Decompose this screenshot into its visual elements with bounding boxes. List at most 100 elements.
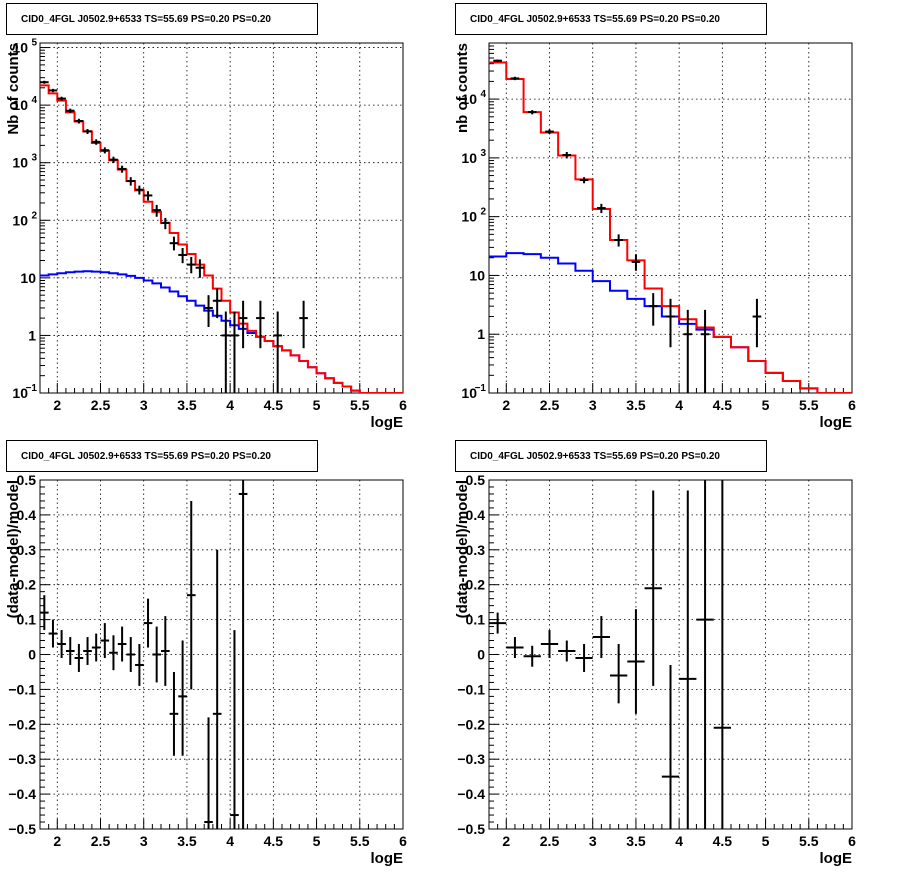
x-axis-label: logE xyxy=(820,414,853,431)
y-tick-label: 0.4 xyxy=(17,507,37,523)
x-tick-label: 6 xyxy=(848,833,856,849)
data-point xyxy=(152,204,161,217)
y-tick-label: 10 xyxy=(12,97,28,113)
data-point xyxy=(186,500,196,690)
x-tick-label: 4.5 xyxy=(713,397,733,413)
x-tick-label: 4 xyxy=(226,397,234,413)
data-point xyxy=(117,165,127,173)
data-point xyxy=(299,300,308,349)
x-tick-label: 2 xyxy=(502,833,510,849)
y-tick-exponent: 2 xyxy=(31,210,37,221)
data-point xyxy=(489,612,507,634)
data-point xyxy=(506,637,524,658)
data-point xyxy=(48,619,58,648)
y-axis-label: (data-model)/model xyxy=(5,480,22,618)
x-tick-label: 5.5 xyxy=(799,833,819,849)
data-point xyxy=(558,640,576,662)
x-tick-label: 3 xyxy=(140,833,148,849)
data-point xyxy=(579,177,589,184)
x-tick-label: 2.5 xyxy=(540,833,560,849)
y-tick-label: 0 xyxy=(477,647,485,663)
y-tick-exponent: 4 xyxy=(480,89,486,100)
y-tick-label: 1 xyxy=(28,327,36,343)
y-axis-label: (data-model)/model xyxy=(454,480,471,618)
x-tick-label: 4 xyxy=(675,833,683,849)
data-point xyxy=(135,644,144,686)
data-point xyxy=(666,298,675,348)
y-axis-label: Nb of counts xyxy=(5,43,22,135)
data-point xyxy=(575,644,593,672)
data-point xyxy=(186,257,196,274)
data-point xyxy=(83,637,92,665)
y-tick-label: −0.5 xyxy=(457,821,485,837)
x-tick-label: 5 xyxy=(313,833,321,849)
data-point xyxy=(100,623,110,658)
data-point xyxy=(614,234,623,247)
y-tick-label: 0.1 xyxy=(466,612,486,628)
data-point xyxy=(631,254,641,271)
x-tick-label: 3.5 xyxy=(626,833,646,849)
data-point xyxy=(100,147,110,154)
y-tick-label: −0.3 xyxy=(457,751,485,767)
y-tick-exponent: −1 xyxy=(475,383,487,394)
y-tick-label: 0.3 xyxy=(466,542,486,558)
x-tick-label: 3 xyxy=(140,397,148,413)
x-tick-label: 5.5 xyxy=(350,397,370,413)
x-tick-label: 4.5 xyxy=(264,833,284,849)
data-point xyxy=(230,630,239,829)
y-tick-label: −0.3 xyxy=(8,751,36,767)
y-tick-label: 0.3 xyxy=(17,542,37,558)
x-tick-label: 3.5 xyxy=(177,397,197,413)
x-tick-label: 2.5 xyxy=(91,397,111,413)
data-point xyxy=(195,259,205,278)
y-tick-label: 10 xyxy=(12,40,28,56)
x-tick-label: 2 xyxy=(53,397,61,413)
x-axis-label: logE xyxy=(371,850,404,867)
data-point xyxy=(57,630,66,658)
x-tick-label: 4 xyxy=(226,833,234,849)
x-tick-label: 2 xyxy=(53,833,61,849)
x-tick-label: 3 xyxy=(589,397,597,413)
x-tick-label: 5.5 xyxy=(799,397,819,413)
data-point xyxy=(161,616,170,686)
x-tick-label: 5 xyxy=(762,833,770,849)
y-tick-exponent: 3 xyxy=(480,148,486,159)
chart-title: CID0_4FGL J0502.9+6533 TS=55.69 PS=0.20 … xyxy=(6,440,318,472)
data-point xyxy=(65,108,75,114)
total-model-line xyxy=(40,84,403,393)
data-point xyxy=(648,293,658,326)
data-point xyxy=(126,177,136,186)
y-axis-label: nb of counts xyxy=(454,43,471,133)
data-point xyxy=(562,151,572,159)
y-tick-label: 0.5 xyxy=(17,472,37,488)
data-point xyxy=(204,295,213,328)
x-tick-label: 2 xyxy=(502,397,510,413)
y-tick-label: 0.2 xyxy=(17,577,37,593)
data-point xyxy=(230,311,239,393)
chart-title: CID0_4FGL J0502.9+6533 TS=55.69 PS=0.20 … xyxy=(455,3,767,35)
data-point xyxy=(545,129,554,134)
y-tick-label: −0.4 xyxy=(457,786,485,802)
x-tick-label: 5 xyxy=(313,397,321,413)
y-tick-label: 0.5 xyxy=(466,472,486,488)
y-tick-label: 0.1 xyxy=(17,612,37,628)
data-point xyxy=(713,480,731,829)
data-point xyxy=(204,717,213,829)
x-tick-label: 6 xyxy=(399,397,407,413)
x-tick-label: 2.5 xyxy=(91,833,111,849)
data-point xyxy=(143,191,153,201)
x-tick-label: 3 xyxy=(589,833,597,849)
data-point xyxy=(169,236,179,251)
y-tick-label: 10 xyxy=(20,270,36,286)
x-tick-label: 3.5 xyxy=(177,833,197,849)
y-tick-label: 10 xyxy=(461,209,477,225)
y-tick-label: 10 xyxy=(12,155,28,171)
y-tick-label: −0.5 xyxy=(8,821,36,837)
data-point xyxy=(117,626,127,662)
data-point xyxy=(169,671,179,756)
y-tick-exponent: 5 xyxy=(31,38,37,49)
data-point xyxy=(109,635,118,671)
